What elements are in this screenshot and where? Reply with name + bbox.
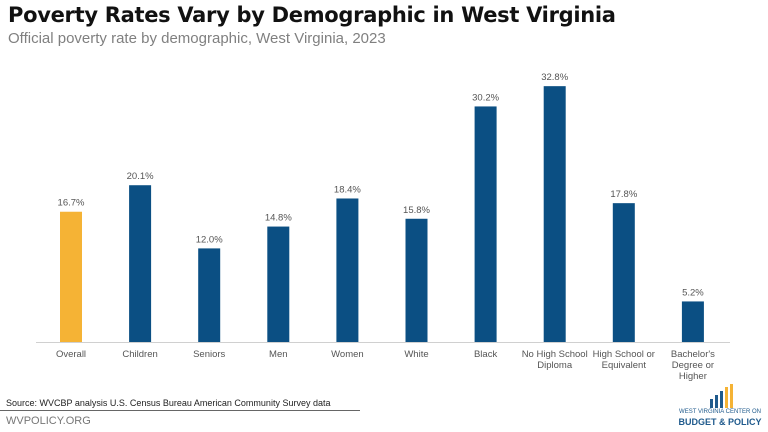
data-label: 30.2% (472, 92, 499, 103)
category-label: High School or (593, 349, 655, 360)
category-label: White (404, 349, 428, 360)
bar (405, 218, 428, 342)
footer-divider (0, 410, 360, 411)
bar (474, 106, 497, 342)
logo-bars-icon (710, 384, 733, 408)
chart-subtitle: Official poverty rate by demographic, We… (8, 30, 386, 47)
category-label: Diploma (537, 360, 573, 371)
data-label: 17.8% (610, 189, 637, 200)
data-label: 15.8% (403, 205, 430, 216)
data-label: 14.8% (265, 213, 292, 224)
logo-line-1: WEST VIRGINIA CENTER ON (679, 409, 761, 415)
website-link[interactable]: WVPOLICY.ORG (6, 415, 91, 427)
chart-title: Poverty Rates Vary by Demographic in Wes… (8, 3, 616, 27)
bar (681, 301, 704, 342)
wvcbp-logo: WEST VIRGINIA CENTER ON BUDGET & POLICY (674, 384, 766, 430)
category-label: Bachelor's (671, 349, 715, 360)
bar (336, 198, 359, 342)
data-label: 20.1% (127, 171, 154, 182)
bar (543, 86, 566, 342)
category-label: Equivalent (602, 360, 647, 371)
bar (267, 226, 290, 342)
data-label: 18.4% (334, 184, 361, 195)
logo-line-2: BUDGET & POLICY (678, 417, 762, 427)
category-label: Overall (56, 349, 86, 360)
category-label: Seniors (193, 349, 225, 360)
category-label: Black (474, 349, 497, 360)
bar (60, 211, 82, 342)
data-label: 12.0% (196, 234, 223, 245)
category-label: No High School (522, 349, 588, 360)
category-label: Higher (679, 371, 707, 382)
bar (612, 203, 635, 342)
bar-chart: 16.7% Overall 20.1% Children 12.0% Seniors 14.… (36, 72, 730, 382)
category-label: Men (269, 349, 287, 360)
source-note: Source: WVCBP analysis U.S. Census Burea… (6, 398, 331, 408)
category-label: Degree or (672, 360, 714, 371)
category-label: Children (122, 349, 157, 360)
data-label: 16.7% (58, 198, 85, 209)
bar (129, 185, 152, 342)
data-label: 32.8% (541, 72, 568, 83)
data-label: 5.2% (682, 287, 704, 298)
bar (198, 248, 221, 342)
category-label: Women (331, 349, 364, 360)
